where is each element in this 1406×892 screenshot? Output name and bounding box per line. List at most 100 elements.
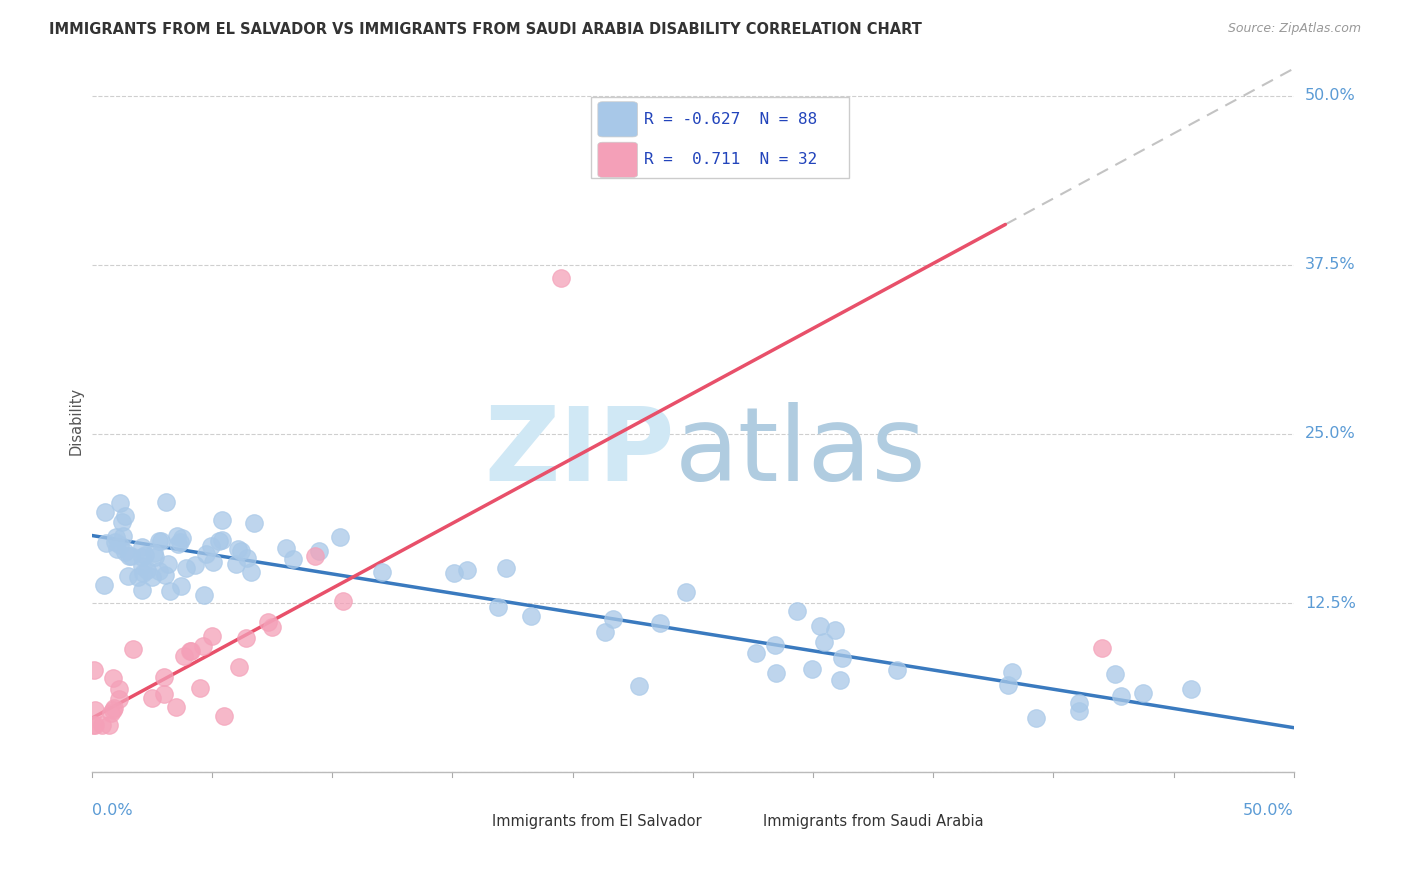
Point xyxy=(226,542,249,557)
Point xyxy=(134,548,156,562)
Point xyxy=(595,625,617,640)
Text: Immigrants from El Salvador: Immigrants from El Salvador xyxy=(492,814,702,830)
Point xyxy=(184,558,207,573)
Point xyxy=(155,495,177,509)
Point xyxy=(235,631,257,645)
Point xyxy=(195,547,218,561)
Point xyxy=(131,550,153,565)
Point xyxy=(602,611,624,625)
Point xyxy=(831,651,853,665)
Point xyxy=(486,600,509,615)
Text: R = -0.627  N = 88: R = -0.627 N = 88 xyxy=(644,112,817,127)
Point xyxy=(101,702,124,716)
Point xyxy=(98,718,121,732)
Point xyxy=(166,528,188,542)
Text: R =  0.711  N = 32: R = 0.711 N = 32 xyxy=(644,153,817,168)
Point xyxy=(274,541,297,555)
Point xyxy=(824,623,846,637)
Point xyxy=(96,536,118,550)
Point xyxy=(110,496,132,510)
Point xyxy=(141,570,163,584)
Y-axis label: Disability: Disability xyxy=(69,386,83,455)
Point xyxy=(105,541,128,556)
Point xyxy=(308,544,330,558)
Point xyxy=(167,537,190,551)
Point xyxy=(212,708,235,723)
Point xyxy=(111,515,134,529)
Point xyxy=(172,531,194,545)
Point xyxy=(170,578,193,592)
Point xyxy=(103,671,125,685)
Point xyxy=(886,663,908,677)
Point xyxy=(550,271,572,285)
Point xyxy=(242,516,264,530)
Point xyxy=(1001,665,1024,679)
Point xyxy=(240,565,263,579)
Text: IMMIGRANTS FROM EL SALVADOR VS IMMIGRANTS FROM SAUDI ARABIA DISABILITY CORRELATI: IMMIGRANTS FROM EL SALVADOR VS IMMIGRANT… xyxy=(49,22,922,37)
Point xyxy=(1132,686,1154,700)
Point xyxy=(157,557,180,571)
Point xyxy=(91,718,114,732)
Point xyxy=(188,681,211,696)
Point xyxy=(211,513,233,527)
Point xyxy=(150,533,173,548)
Point xyxy=(456,563,478,577)
Point xyxy=(1025,711,1047,725)
Point xyxy=(108,681,131,696)
Point xyxy=(813,635,835,649)
Point xyxy=(231,544,253,558)
Point xyxy=(142,545,165,559)
Point xyxy=(997,678,1019,692)
Point xyxy=(801,663,824,677)
Point xyxy=(1067,696,1090,710)
Text: 50.0%: 50.0% xyxy=(1243,803,1294,818)
Point xyxy=(520,609,543,624)
Point xyxy=(225,557,247,571)
Point xyxy=(745,646,768,660)
Point xyxy=(155,568,177,582)
Point xyxy=(82,718,104,732)
Point xyxy=(176,561,198,575)
Point xyxy=(830,673,852,688)
Point xyxy=(443,566,465,580)
Point xyxy=(104,530,127,544)
Point xyxy=(371,566,394,580)
Point xyxy=(169,534,191,549)
Point xyxy=(131,583,153,598)
Point xyxy=(786,604,808,618)
Text: atlas: atlas xyxy=(675,401,927,502)
Point xyxy=(131,558,153,573)
Point xyxy=(228,659,250,673)
Point xyxy=(127,570,149,584)
Point xyxy=(108,692,131,706)
Point xyxy=(201,629,224,643)
Point xyxy=(765,665,787,680)
Point xyxy=(120,549,142,564)
Point xyxy=(114,508,136,523)
Point xyxy=(122,641,145,656)
Point xyxy=(1180,681,1202,696)
Point xyxy=(159,583,181,598)
Point xyxy=(200,539,222,553)
Point xyxy=(1109,689,1132,703)
Point xyxy=(83,703,105,717)
Point xyxy=(763,638,786,652)
Point xyxy=(111,529,134,543)
Point xyxy=(191,639,214,653)
Point xyxy=(131,540,153,554)
Point xyxy=(236,551,259,566)
Point xyxy=(143,549,166,564)
Point xyxy=(257,615,280,629)
Point xyxy=(1067,704,1090,718)
Point xyxy=(100,706,122,720)
Point xyxy=(94,505,117,519)
Point xyxy=(180,644,202,658)
Point xyxy=(332,594,354,608)
Point xyxy=(135,563,157,577)
Point xyxy=(148,533,170,548)
Point xyxy=(675,584,697,599)
Point xyxy=(84,718,107,732)
FancyBboxPatch shape xyxy=(454,810,486,834)
Point xyxy=(117,549,139,563)
FancyBboxPatch shape xyxy=(725,810,756,834)
